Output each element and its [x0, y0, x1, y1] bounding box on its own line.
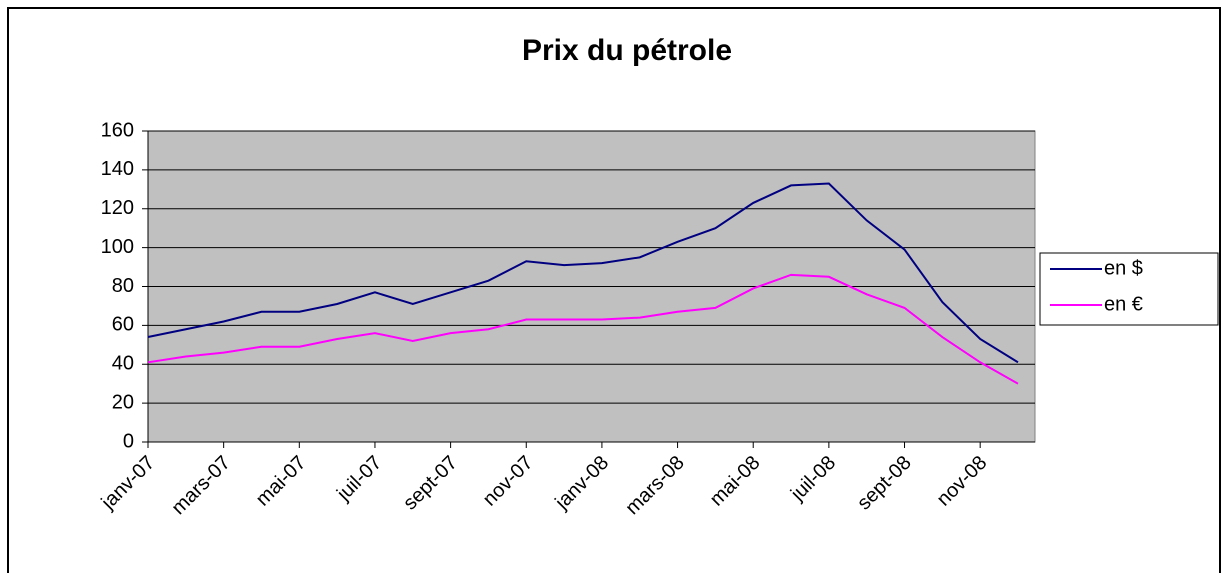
y-tick-label: 60: [112, 314, 134, 336]
chart-title: Prix du pétrole: [522, 34, 732, 67]
y-tick-label: 0: [123, 430, 134, 452]
legend-label: en $: [1104, 257, 1143, 279]
y-tick-label: 40: [112, 353, 134, 375]
legend-label: en €: [1104, 293, 1143, 315]
y-tick-label: 100: [101, 236, 134, 258]
legend-box: [1039, 252, 1219, 326]
y-tick-label: 20: [112, 391, 134, 413]
series-line: [147, 273, 1019, 385]
y-tick-label: 160: [101, 119, 134, 141]
y-tick-label: 140: [101, 158, 134, 180]
series-line: [147, 182, 1019, 364]
y-tick-label: 120: [101, 197, 134, 219]
y-tick-label: 80: [112, 275, 134, 297]
